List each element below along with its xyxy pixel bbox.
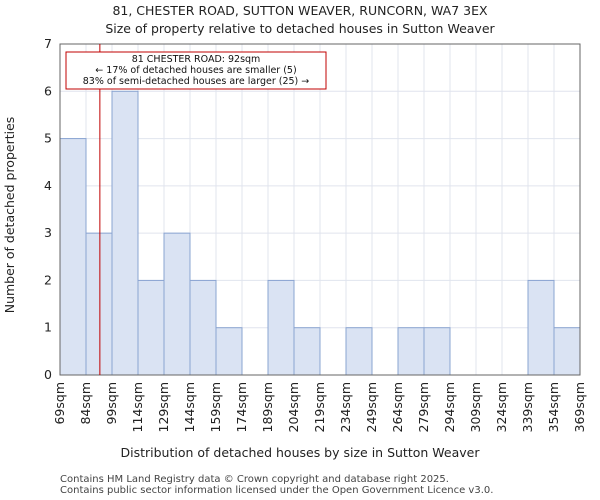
bar <box>111 90 139 376</box>
bar <box>397 327 425 376</box>
bar <box>423 327 451 376</box>
x-tick-label: 144sqm <box>182 382 197 432</box>
bar <box>59 138 87 376</box>
y-axis-label: Number of detached properties <box>2 117 17 314</box>
bar <box>267 279 295 376</box>
annotation-box <box>65 51 327 90</box>
annotation-line3: 83% of semi-detached houses are larger (… <box>83 76 310 87</box>
x-tick-label: 354sqm <box>546 382 561 432</box>
x-axis-label: Distribution of detached houses by size … <box>121 445 481 460</box>
bar <box>137 279 165 376</box>
y-tick-label: 5 <box>44 131 52 146</box>
x-tick-label: 174sqm <box>234 382 249 432</box>
y-tick-label: 6 <box>44 83 52 98</box>
x-tick-label: 309sqm <box>468 382 483 432</box>
chart-title-line1: 81, CHESTER ROAD, SUTTON WEAVER, RUNCORN… <box>112 3 488 18</box>
bar <box>293 327 321 376</box>
footer-line1: Contains HM Land Registry data © Crown c… <box>60 474 449 485</box>
x-tick-label: 219sqm <box>312 382 327 432</box>
footer-line2: Contains public sector information licen… <box>60 485 493 496</box>
plot-frame <box>59 43 581 376</box>
y-tick-label: 3 <box>44 225 52 240</box>
x-tick-label: 84sqm <box>78 382 93 425</box>
bar <box>85 232 113 376</box>
y-tick-label: 2 <box>44 272 52 287</box>
bars <box>59 90 581 376</box>
y-tick-label: 4 <box>44 178 52 193</box>
x-tick-label: 99sqm <box>104 382 119 425</box>
x-tick-label: 129sqm <box>156 382 171 432</box>
x-tick-label: 234sqm <box>338 382 353 432</box>
x-tick-label: 249sqm <box>364 382 379 432</box>
y-ticks: 0 1 2 3 4 5 6 7 <box>44 36 52 382</box>
x-tick-label: 69sqm <box>52 382 67 425</box>
bar <box>553 327 581 376</box>
x-tick-label: 114sqm <box>130 382 145 432</box>
x-tick-label: 279sqm <box>416 382 431 432</box>
x-tick-label: 159sqm <box>208 382 223 432</box>
y-tick-label: 0 <box>44 367 52 382</box>
annotation-line1: 81 CHESTER ROAD: 92sqm <box>132 54 261 65</box>
x-tick-label: 324sqm <box>494 382 509 432</box>
bar <box>215 327 243 376</box>
x-tick-label: 339sqm <box>520 382 535 432</box>
bar <box>189 279 217 376</box>
bar <box>527 279 555 376</box>
bar <box>345 327 373 376</box>
chart-title-line2: Size of property relative to detached ho… <box>105 21 495 36</box>
bar <box>163 232 191 376</box>
x-ticks: 69sqm 84sqm 99sqm 114sqm 129sqm 144sqm 159sqm 1… <box>52 382 587 432</box>
x-tick-label: 369sqm <box>572 382 587 432</box>
x-tick-label: 294sqm <box>442 382 457 432</box>
y-tick-label: 7 <box>44 36 52 51</box>
x-tick-label: 204sqm <box>286 382 301 432</box>
x-tick-label: 264sqm <box>390 382 405 432</box>
y-tick-label: 1 <box>44 320 52 335</box>
x-tick-label: 189sqm <box>260 382 275 432</box>
annotation-line2: ← 17% of detached houses are smaller (5) <box>95 65 296 76</box>
